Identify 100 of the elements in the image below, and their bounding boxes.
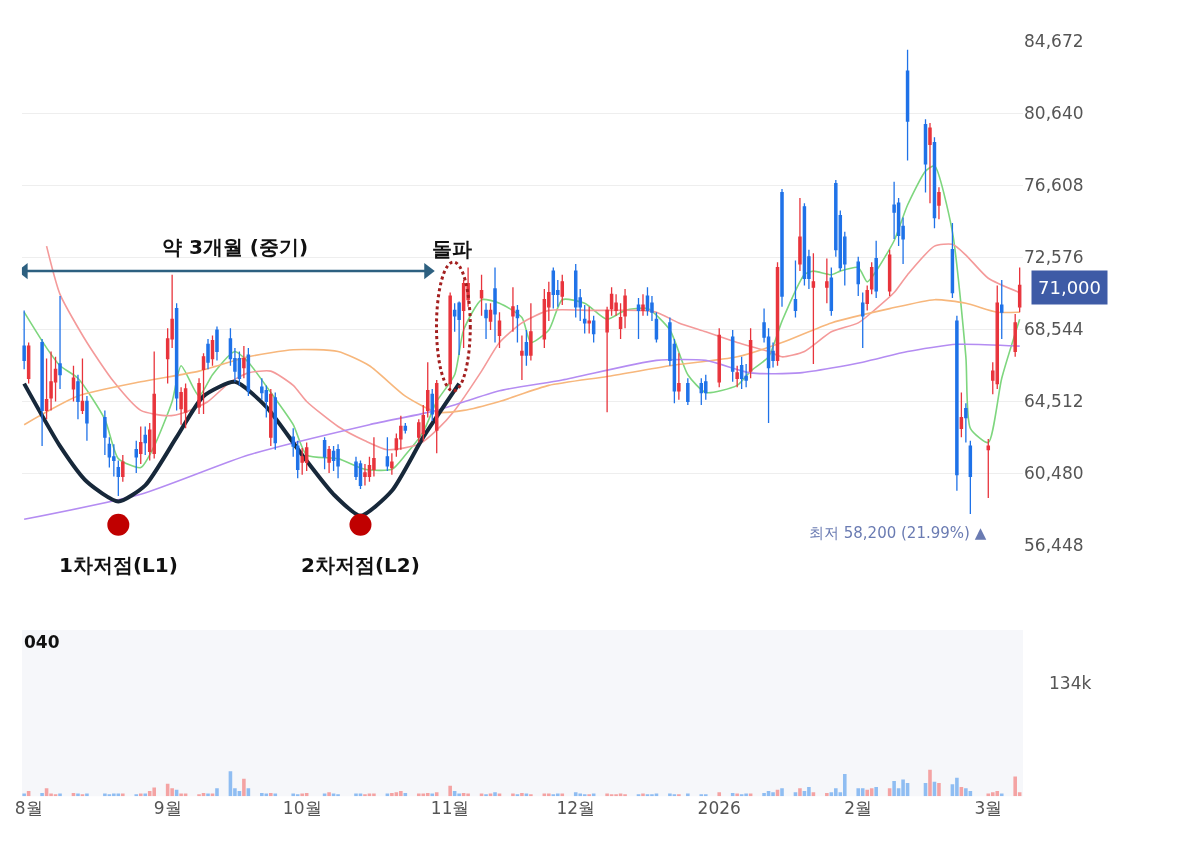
candlestick — [103, 409, 107, 456]
bar — [40, 793, 44, 797]
bar — [614, 794, 618, 797]
candlestick — [520, 334, 524, 381]
candlestick — [300, 447, 304, 476]
x-tick-label: 9월 — [153, 798, 182, 819]
candlestick — [372, 436, 376, 478]
x-tick-label: 11월 — [430, 798, 470, 819]
bar — [937, 783, 941, 797]
candlestick — [215, 325, 219, 362]
candlestick — [40, 338, 44, 447]
bar — [1013, 776, 1017, 797]
x-tick-label: 3월 — [974, 798, 1003, 819]
candlestick — [609, 286, 614, 317]
candlestick — [735, 365, 739, 388]
candlestick — [390, 452, 394, 476]
bar — [874, 787, 878, 797]
candlestick — [511, 286, 515, 333]
candlestick — [49, 350, 53, 412]
bar — [762, 793, 766, 797]
candlestick — [955, 315, 959, 492]
candlestick — [80, 357, 85, 415]
candlestick — [201, 352, 206, 415]
bar — [390, 793, 394, 797]
bar — [964, 788, 968, 797]
candlestick — [421, 404, 426, 442]
candlestick — [529, 302, 533, 362]
candlestick — [950, 222, 955, 299]
candlestick — [636, 297, 641, 340]
text: 134k — [1049, 673, 1092, 693]
candlestick — [179, 386, 183, 426]
bar — [771, 792, 775, 797]
candlestick — [605, 306, 609, 413]
bar — [529, 794, 533, 797]
bar — [573, 792, 578, 797]
candlestick — [197, 377, 201, 415]
bar — [197, 794, 201, 797]
candlestick — [237, 350, 242, 387]
candlestick — [242, 345, 246, 379]
y-tick-label: 80,640 — [1024, 103, 1084, 124]
bar — [336, 794, 340, 797]
line-series — [23, 298, 1021, 426]
candlestick — [641, 293, 645, 317]
candlestick — [488, 302, 493, 331]
candlestick — [210, 334, 215, 367]
candlestick — [739, 356, 744, 390]
candlestick — [403, 422, 408, 435]
line-series — [23, 343, 1021, 521]
bar — [892, 780, 896, 797]
bar — [425, 793, 430, 797]
bar — [842, 774, 847, 797]
candlestick — [327, 445, 331, 474]
bar — [152, 787, 156, 797]
bar — [623, 794, 627, 797]
annotation: 2차저점(L2) — [301, 553, 420, 577]
line-series — [23, 164, 1021, 472]
bar — [807, 787, 811, 797]
bar — [834, 788, 838, 797]
x-tick-label: 8월 — [14, 798, 43, 819]
bar — [170, 788, 174, 797]
candlestick — [116, 459, 121, 497]
bar — [650, 794, 654, 797]
candlestick — [484, 302, 488, 340]
bar — [434, 792, 439, 797]
candlestick — [811, 252, 816, 365]
candlestick — [869, 261, 874, 295]
bar — [587, 794, 591, 797]
candlestick — [856, 256, 860, 297]
candlestick — [645, 286, 650, 317]
bar — [901, 779, 905, 797]
candlestick — [874, 240, 878, 299]
candlestick — [677, 352, 681, 401]
candlestick — [493, 266, 497, 344]
bar — [928, 769, 932, 797]
candlestick — [430, 388, 434, 422]
bar — [780, 788, 784, 797]
candlestick — [587, 306, 591, 335]
candlestick — [959, 391, 964, 438]
candlestick — [654, 311, 659, 344]
candlestick — [865, 284, 869, 312]
y-tick-label: 64,512 — [1024, 391, 1084, 412]
bar — [677, 794, 681, 797]
candlestick — [551, 266, 556, 310]
candlestick — [618, 302, 623, 340]
candlestick — [22, 309, 26, 370]
x-tick-label: 12월 — [556, 798, 596, 819]
candlestick — [748, 327, 753, 379]
candlestick — [497, 311, 502, 349]
candlestick — [1017, 266, 1022, 313]
bar — [484, 794, 488, 797]
bar — [327, 792, 331, 797]
candlestick — [704, 374, 708, 401]
candlestick — [860, 291, 865, 349]
candlestick — [524, 329, 529, 367]
annotation: 1차저점(L1) — [59, 553, 178, 577]
candlestick — [304, 441, 309, 472]
candlestick — [183, 382, 188, 429]
candlestick — [560, 274, 565, 306]
candlestick — [905, 49, 910, 162]
candlestick — [425, 361, 430, 419]
